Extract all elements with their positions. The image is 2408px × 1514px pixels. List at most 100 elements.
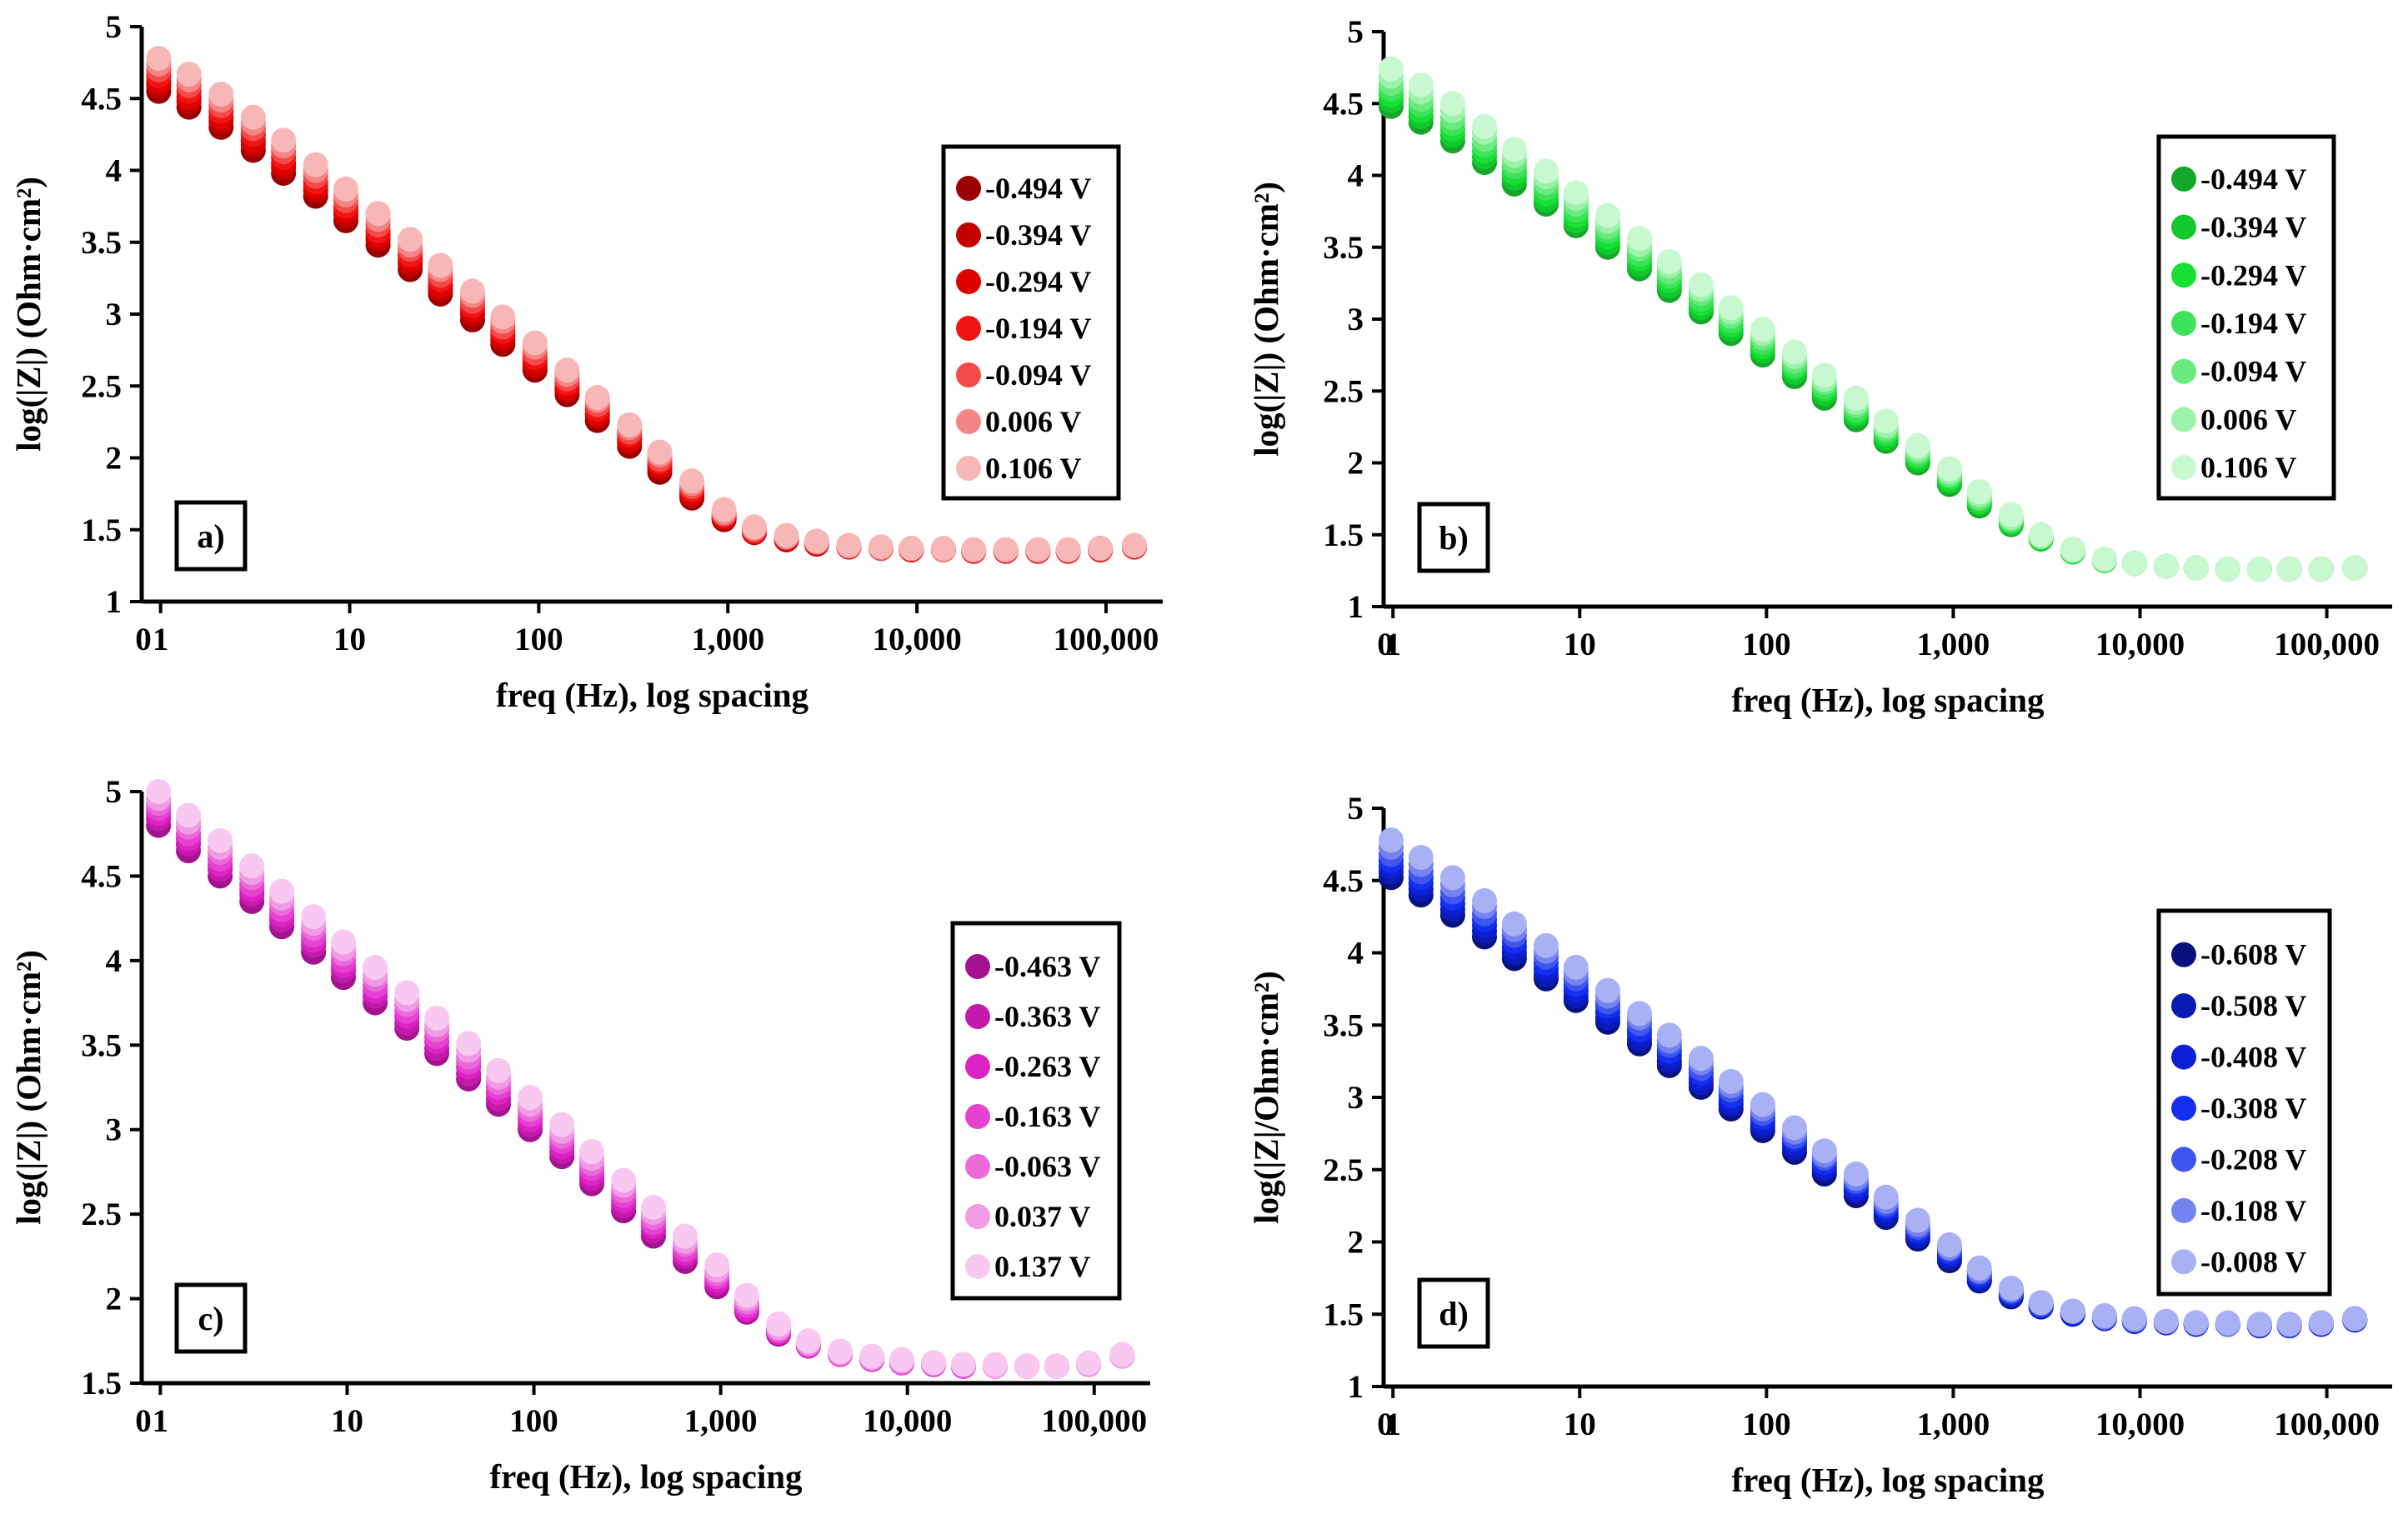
y-tick-label: 2.5 xyxy=(81,1197,122,1232)
data-point xyxy=(1014,1353,1040,1379)
y-tick-label: 3.5 xyxy=(1323,1007,1364,1043)
data-point xyxy=(950,1352,976,1377)
legend-marker xyxy=(965,1054,990,1079)
data-point xyxy=(1718,1068,1744,1094)
data-point xyxy=(584,385,610,411)
x-tick-label: 1,000 xyxy=(1917,627,1990,662)
data-point xyxy=(176,802,202,828)
data-point xyxy=(301,904,327,930)
data-point xyxy=(208,82,234,107)
chart-panel-b: 1 1.5 2 2.5 3 3.5 4 4.5 5 01 10 100 1,000 10,000 100,0… xyxy=(1247,14,2392,719)
legend-label: -0.294 V xyxy=(2200,258,2306,292)
y-tick-label: 2 xyxy=(106,1282,123,1317)
data-point xyxy=(1378,56,1404,82)
x-tick-label: 100 xyxy=(1742,1407,1791,1442)
data-point xyxy=(611,1167,637,1193)
data-point xyxy=(1688,1046,1714,1072)
data-point xyxy=(2028,1290,2054,1316)
data-point xyxy=(640,1195,666,1221)
data-point xyxy=(428,252,453,278)
data-point xyxy=(490,304,516,330)
data-point xyxy=(617,412,643,437)
x-tick-label: 10,000 xyxy=(872,622,961,657)
data-point xyxy=(1109,1342,1135,1367)
y-tick-label: 3 xyxy=(1348,302,1364,337)
legend-label: -0.494 V xyxy=(2200,162,2306,196)
data-series xyxy=(146,45,1147,562)
legend-marker xyxy=(965,1254,990,1279)
data-point xyxy=(146,45,172,71)
data-point xyxy=(398,227,423,252)
data-series xyxy=(1378,827,2368,1337)
legend-label: -0.094 V xyxy=(985,358,1091,392)
data-point xyxy=(522,330,548,356)
data-point xyxy=(961,537,987,562)
data-point xyxy=(1501,911,1527,937)
data-point xyxy=(1563,180,1589,206)
panel-tag-box xyxy=(174,1282,248,1354)
x-tick-label: 10,000 xyxy=(2095,627,2185,662)
legend-marker xyxy=(956,316,981,341)
data-point xyxy=(889,1347,914,1372)
legend-label: -0.208 V xyxy=(2200,1142,2306,1176)
chart-panel-a: 1 1.5 2 2.5 3 3.5 4 4.5 5 0 1 10 100 1,000 10,000 100,0… xyxy=(9,9,1163,714)
legend-marker xyxy=(2171,1197,2196,1223)
legend-marker xyxy=(2171,311,2196,336)
data-point xyxy=(1076,1350,1102,1376)
data-point xyxy=(1936,456,1962,482)
x-tick-label: 10 xyxy=(1564,1407,1596,1442)
data-point xyxy=(1905,432,1930,458)
y-tick-label: 1.5 xyxy=(1323,517,1364,553)
data-point xyxy=(711,497,737,522)
data-point xyxy=(673,1223,698,1249)
data-point xyxy=(1811,362,1837,388)
x-axis-title: freq (Hz), log spacing xyxy=(1731,681,2045,719)
legend-marker xyxy=(2171,1096,2196,1121)
data-point xyxy=(836,532,862,558)
y-tick-label: 3 xyxy=(106,1112,123,1148)
data-point xyxy=(1533,158,1559,184)
data-point xyxy=(1378,827,1404,853)
y-axis-title: log(|Z|) (Ohm·cm²) xyxy=(9,177,48,452)
legend-marker xyxy=(2171,455,2196,481)
data-point xyxy=(2121,551,2147,577)
data-point xyxy=(828,1338,854,1364)
data-point xyxy=(704,1252,730,1277)
data-point xyxy=(766,1312,792,1337)
data-point xyxy=(424,1005,450,1031)
data-point xyxy=(2342,1306,2368,1332)
y-tick-label: 1.5 xyxy=(81,1366,122,1402)
data-point xyxy=(2342,555,2368,581)
legend-label: -0.394 V xyxy=(985,218,1091,252)
data-point xyxy=(1408,72,1434,97)
y-tick-label: 1.5 xyxy=(1323,1297,1364,1332)
data-point xyxy=(2215,1310,2240,1336)
panel-tag-label: c) xyxy=(198,1300,223,1337)
y-tick-label: 5 xyxy=(1348,791,1364,827)
data-point xyxy=(1781,339,1807,365)
legend-label: -0.194 V xyxy=(985,312,1091,345)
data-point xyxy=(1055,537,1081,562)
data-point xyxy=(2183,1310,2209,1336)
data-point xyxy=(1656,1022,1682,1048)
x-tick-label: 1,000 xyxy=(684,1403,758,1439)
legend-marker xyxy=(2171,1044,2196,1070)
data-point xyxy=(647,439,673,465)
x-tick-label: 1,000 xyxy=(691,622,764,657)
legend-label: -0.263 V xyxy=(994,1050,1100,1083)
data-point xyxy=(365,201,391,227)
legend-marker xyxy=(2171,942,2196,967)
y-tick-label: 3 xyxy=(1348,1080,1364,1116)
legend-label: -0.608 V xyxy=(2200,938,2306,972)
x-tick-label: 100 xyxy=(514,622,563,657)
legend-marker xyxy=(956,456,981,481)
data-point xyxy=(2246,1312,2272,1337)
panel-tag-label: b) xyxy=(1439,519,1469,557)
x-tick-label: 0 xyxy=(135,1403,152,1439)
data-point xyxy=(1121,532,1147,558)
legend-marker xyxy=(2171,1249,2196,1275)
y-tick-label: 4.5 xyxy=(1323,86,1364,122)
data-point xyxy=(1966,1255,1992,1281)
y-tick-label: 1.5 xyxy=(81,512,122,548)
x-tick-label: 100 xyxy=(1742,627,1791,662)
